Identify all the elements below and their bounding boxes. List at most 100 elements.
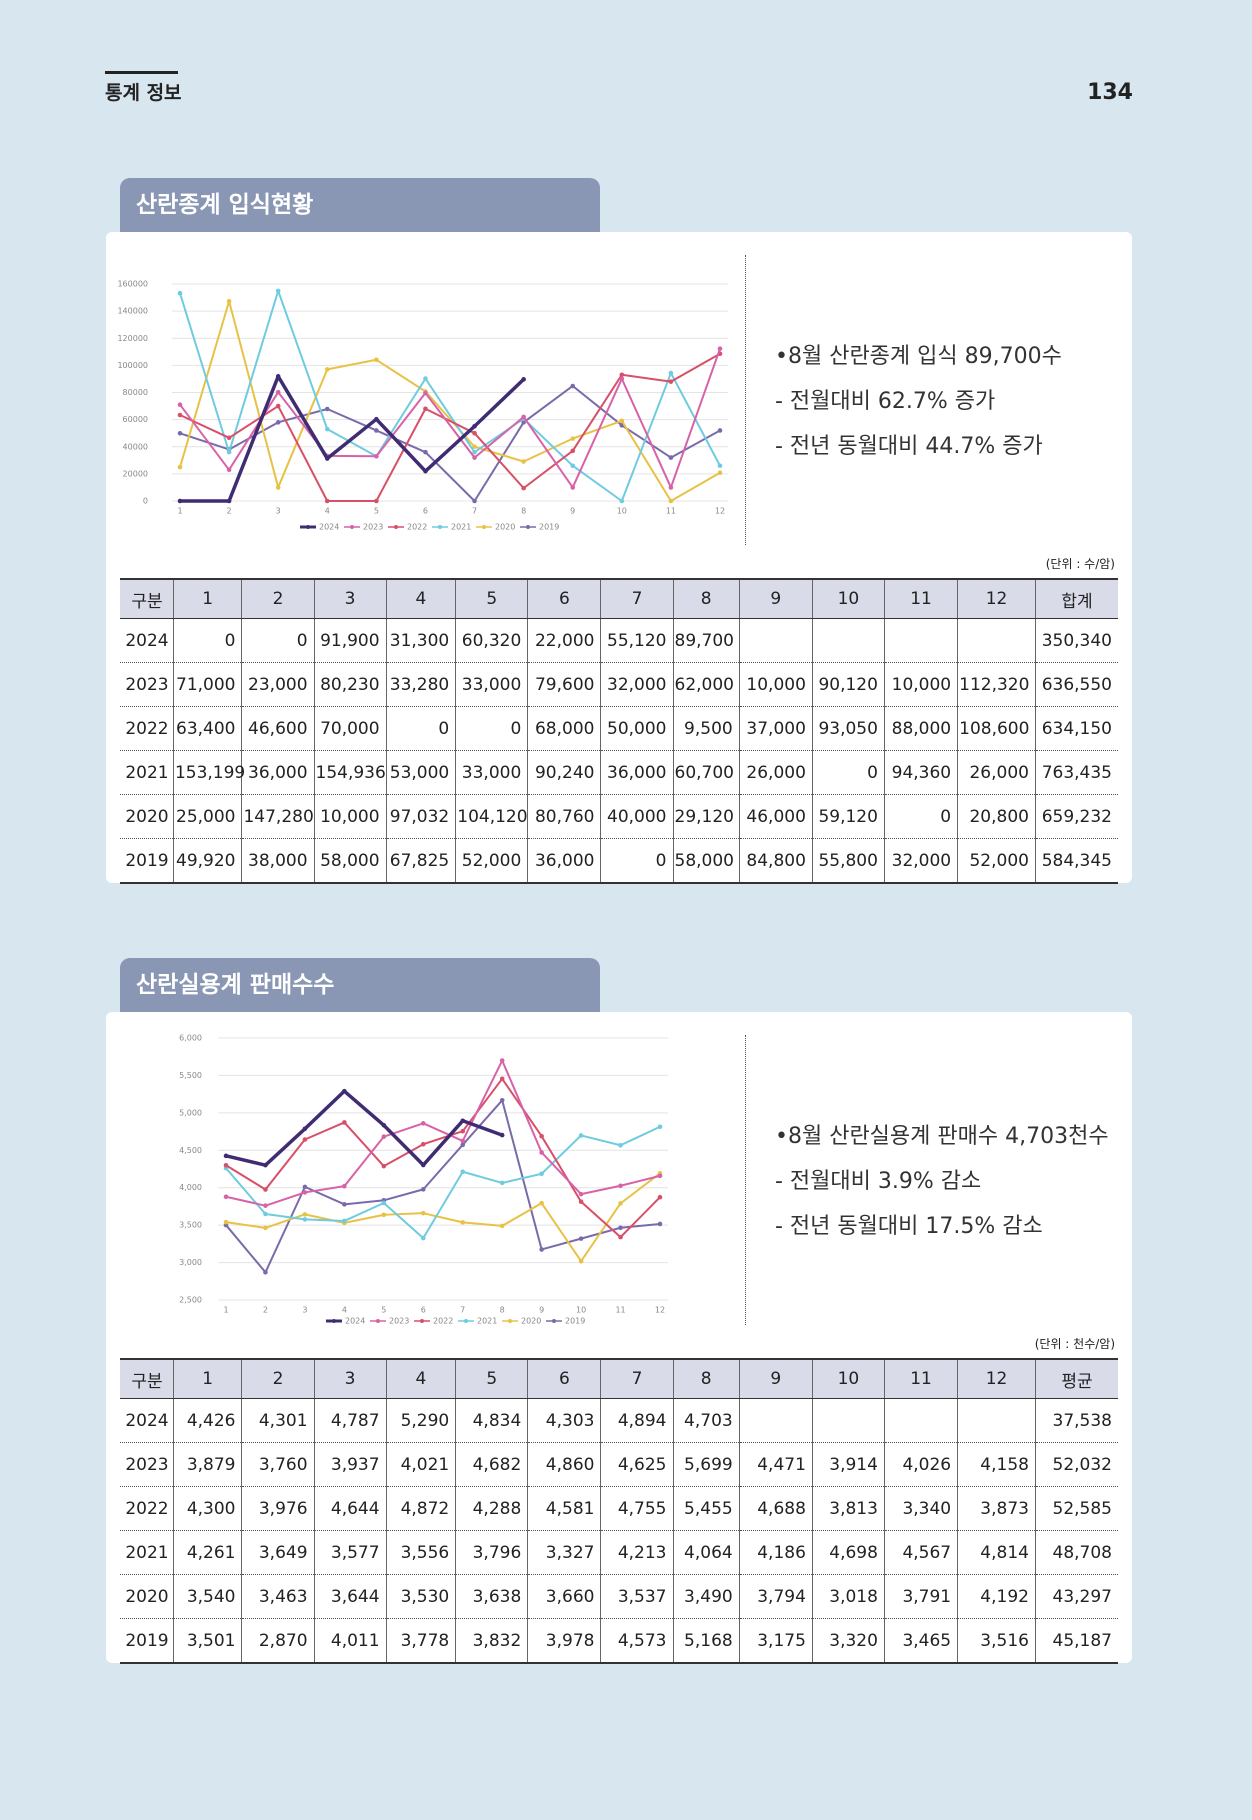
row: 2023 71,000 23,000 80,230 33,280 33,000 79,600… (120, 662, 1118, 707)
cell: 4,573 (600, 1618, 673, 1664)
point (226, 498, 232, 504)
cell: 3,577 (313, 1530, 387, 1575)
header-cell: 2 (241, 1358, 315, 1399)
y-tick-label: 0 (143, 497, 148, 506)
cell: 36,000 (241, 750, 315, 795)
cell: 4,814 (957, 1530, 1036, 1575)
y-tick-label: 20000 (123, 469, 148, 478)
cell: 3,778 (385, 1618, 456, 1664)
cell: 636,550 (1034, 662, 1118, 707)
point (521, 485, 526, 491)
cell: 89,700 (672, 618, 740, 663)
header-cell: 구분 (120, 1358, 174, 1399)
cell: 52,000 (957, 838, 1036, 884)
cell: 43,297 (1034, 1574, 1118, 1619)
cell: 3,978 (527, 1618, 601, 1664)
x-tick-label: 9 (570, 507, 575, 516)
cell: 108,600 (957, 706, 1036, 751)
cell: 634,150 (1034, 706, 1118, 751)
point (324, 456, 330, 461)
cell: 3,501 (172, 1618, 242, 1664)
cell: 3,813 (811, 1486, 885, 1531)
note: - 전년 동월대비 17.5% 감소 (775, 1214, 1043, 1239)
cell: 4,192 (957, 1574, 1036, 1619)
cell: 84,800 (738, 838, 813, 884)
legend-dot (552, 1319, 556, 1323)
cell: 4,303 (527, 1398, 601, 1443)
cell: 584,345 (1034, 838, 1118, 884)
cell: 2022 (120, 1486, 174, 1531)
point (668, 485, 674, 490)
cell (811, 1398, 885, 1443)
point (657, 1124, 663, 1130)
point (499, 1097, 505, 1103)
y-tick-label: 3,500 (179, 1221, 202, 1230)
cell: 4,755 (600, 1486, 673, 1531)
y-tick-label: 6,000 (179, 1034, 202, 1043)
point (499, 1058, 505, 1063)
legend-dot (420, 1319, 424, 1323)
x-tick-label: 6 (421, 1306, 426, 1315)
point (578, 1199, 584, 1205)
note: •8월 산란종계 입식 89,700수 (775, 344, 1062, 369)
point (570, 463, 576, 469)
legend-dot (376, 1319, 380, 1323)
cell: 90,120 (811, 662, 885, 707)
cell: 37,538 (1034, 1398, 1118, 1443)
point (619, 498, 625, 504)
point (302, 1190, 308, 1195)
point (423, 449, 428, 455)
table-wrap: 구분 1 2 3 4 5 6 7 8 9 10 11 12 평균 2024 4,426 4,301 4,787 5,… (120, 1358, 1118, 1664)
x-tick-label: 11 (666, 507, 676, 516)
cell: 91,900 (313, 618, 387, 663)
cell: 4,261 (172, 1530, 242, 1575)
cell: 62,000 (672, 662, 740, 707)
cell: 3,465 (883, 1618, 958, 1664)
cell: 3,976 (241, 1486, 315, 1531)
point (618, 1142, 623, 1148)
cell: 33,000 (455, 750, 528, 795)
cell: 52,000 (455, 838, 528, 884)
cell: 80,760 (527, 794, 601, 839)
point (578, 1236, 584, 1241)
point (657, 1173, 663, 1179)
y-tick-label: 140000 (117, 307, 148, 316)
point (460, 1128, 466, 1134)
data-table: 구분 1 2 3 4 5 6 7 8 9 10 11 12 합계 2024 0 0 91,900 31,300 60,… (120, 578, 1118, 884)
header-cell: 3 (313, 578, 387, 619)
header-cell: 9 (738, 578, 813, 619)
y-tick-label: 60000 (123, 415, 148, 424)
point (460, 1118, 466, 1124)
cell: 2022 (120, 706, 174, 751)
cell: 3,914 (811, 1442, 885, 1487)
row: 2022 63,400 46,600 70,000 0 0 68,000 50,000 9,50… (120, 706, 1118, 751)
point (570, 448, 576, 454)
cell: 25,000 (172, 794, 242, 839)
point (223, 1194, 229, 1200)
x-tick-label: 10 (617, 507, 627, 516)
point (499, 1076, 505, 1082)
point (717, 346, 723, 351)
point (420, 1210, 426, 1216)
cell: 2021 (120, 1530, 174, 1575)
point (177, 412, 183, 418)
header-cell: 7 (600, 578, 673, 619)
point (472, 430, 477, 436)
cell: 23,000 (241, 662, 315, 707)
point (618, 1183, 623, 1189)
cell: 4,787 (313, 1398, 387, 1443)
point (499, 1132, 505, 1138)
cell: 147,280 (241, 794, 315, 839)
cell: 0 (241, 618, 315, 663)
point (657, 1194, 663, 1200)
legend-dot (526, 525, 530, 529)
legend-dot (306, 525, 310, 529)
header-cell: 12 (957, 578, 1036, 619)
legend-label: 2020 (495, 523, 515, 532)
point (275, 485, 281, 490)
notes: •8월 산란종계 입식 89,700수 - 전월대비 62.7% 증가 - 전년 동… (775, 338, 1062, 473)
header-row: 구분 1 2 3 4 5 6 7 8 9 10 11 12 평균 (120, 1358, 1118, 1399)
point (420, 1141, 426, 1147)
point (263, 1270, 268, 1275)
section-title: 산란실용계 판매수수 (120, 958, 600, 1012)
